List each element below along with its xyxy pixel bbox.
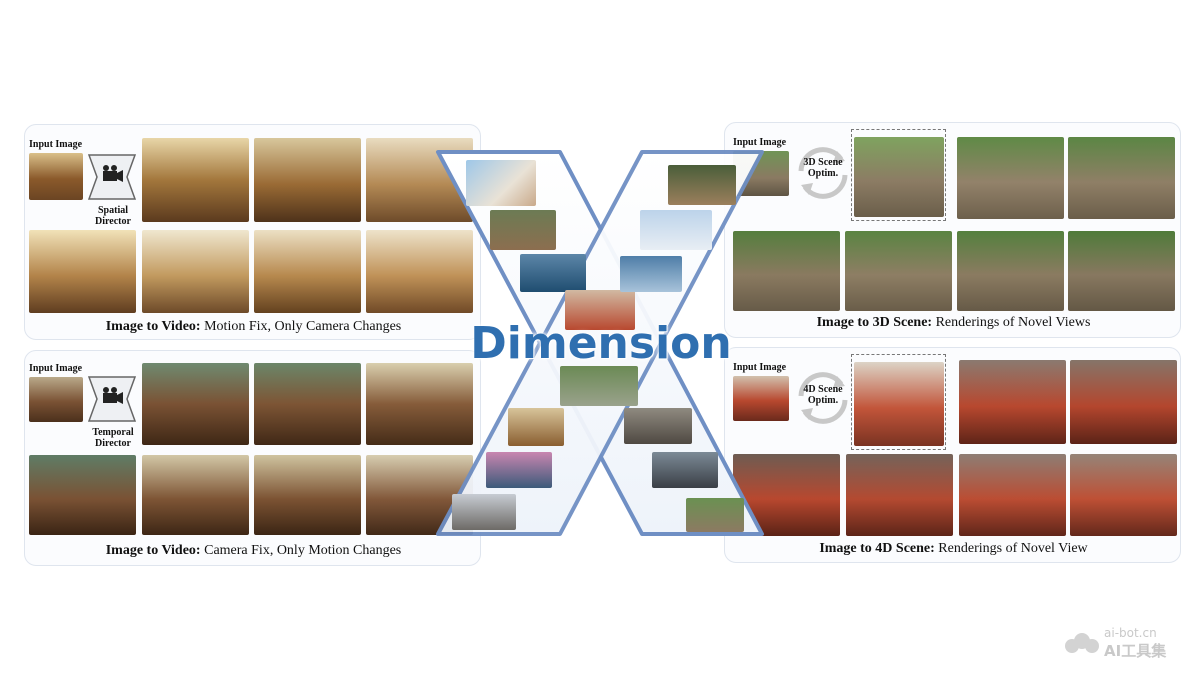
video-frame bbox=[142, 230, 249, 313]
input-image bbox=[29, 153, 83, 200]
camera-director-icon bbox=[87, 153, 137, 201]
video-frame bbox=[254, 230, 361, 313]
sample-image-snow bbox=[640, 210, 712, 250]
video-frame bbox=[29, 230, 136, 313]
video-frame bbox=[142, 455, 249, 535]
caption-text: Camera Fix, Only Motion Changes bbox=[200, 543, 402, 558]
scene-render bbox=[959, 360, 1066, 444]
video-frame bbox=[254, 455, 361, 535]
center-title: Dimension bbox=[470, 318, 732, 369]
optimization-frame bbox=[851, 354, 946, 450]
sample-image-room bbox=[452, 494, 516, 530]
input-image-label: Input Image bbox=[29, 139, 83, 150]
sample-image-ice bbox=[620, 256, 682, 292]
sample-image-office bbox=[508, 408, 564, 446]
caption-text: Renderings of Novel View bbox=[934, 541, 1088, 556]
panel-4d-scene: Input Image 4D Scene Optim. Image to 4D … bbox=[724, 347, 1181, 563]
panel-caption: Image to 3D Scene: Renderings of Novel V… bbox=[725, 315, 1182, 331]
panel-caption: Image to Video: Camera Fix, Only Motion … bbox=[25, 543, 482, 559]
camera-director-icon bbox=[87, 375, 137, 423]
panel-3d-scene: Input Image 3D Scene Optim. Image to 3D … bbox=[724, 122, 1181, 338]
input-image bbox=[29, 377, 83, 422]
watermark-brand: AI工具集 bbox=[1104, 642, 1167, 660]
video-frame bbox=[29, 455, 136, 535]
refresh-icon bbox=[791, 366, 855, 430]
caption-bold: Image to 4D Scene: bbox=[819, 541, 935, 556]
refresh-icon bbox=[791, 141, 855, 205]
scene-render bbox=[854, 362, 944, 446]
sample-image-boat bbox=[520, 254, 586, 292]
scene-render bbox=[957, 137, 1064, 219]
panel-caption: Image to Video: Motion Fix, Only Camera … bbox=[25, 319, 482, 335]
caption-bold: Image to Video: bbox=[105, 319, 201, 334]
sample-image-flowers bbox=[486, 452, 552, 488]
sample-image-living-room bbox=[624, 408, 692, 444]
sample-image-garden-table bbox=[686, 498, 744, 532]
scene-render bbox=[845, 231, 952, 311]
spatial-director-label: Spatial Director bbox=[95, 205, 131, 227]
watermark-logo bbox=[1062, 630, 1102, 656]
sample-image-rabbit bbox=[668, 165, 736, 205]
scene-render bbox=[1068, 231, 1175, 311]
scene-render bbox=[1068, 137, 1175, 219]
input-image bbox=[733, 376, 789, 421]
scene-render bbox=[957, 231, 1064, 311]
caption-text: Renderings of Novel Views bbox=[932, 315, 1091, 330]
video-frame bbox=[254, 138, 361, 222]
sample-image-portrait bbox=[652, 452, 718, 488]
sample-image-devil bbox=[565, 290, 635, 330]
video-frame bbox=[142, 363, 249, 445]
optimization-frame bbox=[851, 129, 946, 221]
input-image-label: Input Image bbox=[733, 137, 787, 148]
temporal-director-label: Temporal Director bbox=[92, 427, 134, 449]
caption-bold: Image to 3D Scene: bbox=[816, 315, 933, 330]
scene-render bbox=[854, 137, 944, 217]
scene-render bbox=[1070, 454, 1177, 536]
video-frame bbox=[142, 138, 249, 222]
video-frame bbox=[366, 363, 473, 445]
caption-text: Motion Fix, Only Camera Changes bbox=[200, 319, 402, 334]
video-frame bbox=[254, 363, 361, 445]
panel-caption: Image to 4D Scene: Renderings of Novel V… bbox=[725, 541, 1182, 557]
panel-i2v-spatial: Input Image Spatial Director Image to Vi… bbox=[24, 124, 481, 340]
sample-image-dogs bbox=[466, 160, 536, 206]
scene-render bbox=[959, 454, 1066, 536]
optim-label: 3D Scene Optim. bbox=[803, 157, 843, 179]
input-image-label: Input Image bbox=[733, 362, 787, 373]
sample-image-tree bbox=[490, 210, 556, 250]
caption-bold: Image to Video: bbox=[105, 543, 201, 558]
watermark-url: ai-bot.cn bbox=[1104, 626, 1157, 640]
input-image-label: Input Image bbox=[29, 363, 83, 374]
optim-label: 4D Scene Optim. bbox=[803, 384, 843, 406]
panel-i2v-temporal: Input Image Temporal Director Image to V… bbox=[24, 350, 481, 566]
video-frame bbox=[366, 230, 473, 313]
scene-render bbox=[733, 231, 840, 311]
scene-render bbox=[1070, 360, 1177, 444]
sample-image-bicycle bbox=[560, 366, 638, 406]
scene-render bbox=[846, 454, 953, 536]
